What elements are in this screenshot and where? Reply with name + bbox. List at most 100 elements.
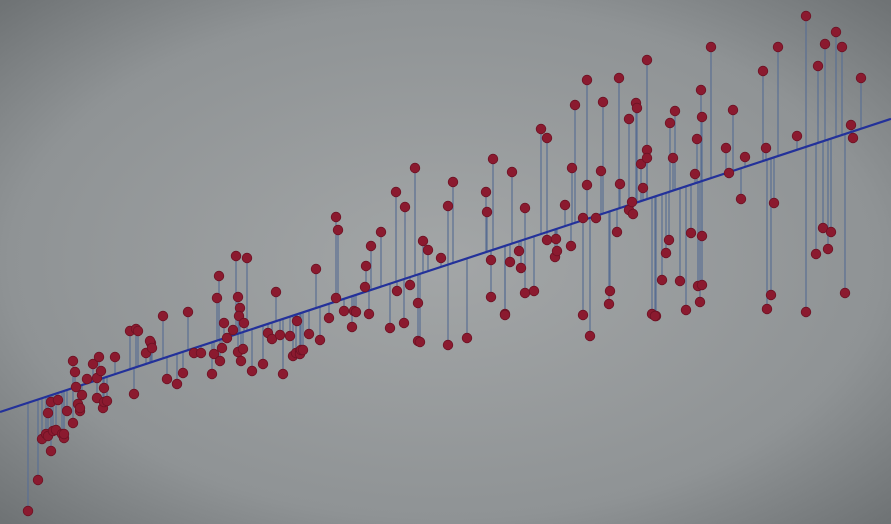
data-point: [230, 250, 242, 262]
data-point: [660, 247, 672, 259]
data-point: [171, 378, 183, 390]
data-point: [98, 382, 110, 394]
data-point: [830, 26, 842, 38]
data-point: [705, 41, 717, 53]
data-point: [768, 197, 780, 209]
data-point: [519, 202, 531, 214]
data-point: [761, 303, 773, 315]
data-point: [69, 366, 81, 378]
data-point: [346, 321, 358, 333]
data-point: [577, 212, 589, 224]
data-point: [694, 296, 706, 308]
data-point: [87, 358, 99, 370]
data-point: [384, 322, 396, 334]
data-point: [739, 151, 751, 163]
data-point: [435, 252, 447, 264]
data-point: [398, 317, 410, 329]
data-point: [595, 165, 607, 177]
data-point: [550, 233, 562, 245]
data-point: [641, 54, 653, 66]
data-point: [417, 235, 429, 247]
data-point: [499, 309, 511, 321]
data-points: [22, 10, 867, 517]
data-point: [812, 60, 824, 72]
data-point: [238, 317, 250, 329]
data-point: [161, 373, 173, 385]
data-point: [246, 365, 258, 377]
data-point: [330, 292, 342, 304]
data-point: [208, 348, 220, 360]
data-point: [487, 153, 499, 165]
data-point: [757, 65, 769, 77]
data-point: [772, 41, 784, 53]
data-point: [581, 179, 593, 191]
data-point: [211, 292, 223, 304]
data-point: [274, 329, 286, 341]
data-point: [535, 123, 547, 135]
data-point: [680, 304, 692, 316]
data-point: [390, 186, 402, 198]
data-point: [481, 206, 493, 218]
data-point: [270, 286, 282, 298]
data-point: [614, 178, 626, 190]
data-point: [845, 119, 857, 131]
data-point: [480, 186, 492, 198]
data-point: [551, 245, 563, 257]
data-point: [626, 196, 638, 208]
data-point: [513, 245, 525, 257]
data-point: [206, 368, 218, 380]
data-point: [696, 111, 708, 123]
data-point: [623, 113, 635, 125]
data-point: [146, 342, 158, 354]
data-point: [581, 74, 593, 86]
data-point: [569, 99, 581, 111]
data-point: [216, 342, 228, 354]
data-point: [791, 130, 803, 142]
data-point: [584, 330, 596, 342]
data-point: [330, 211, 342, 223]
data-point: [257, 358, 269, 370]
data-point: [70, 381, 82, 393]
data-point: [590, 212, 602, 224]
data-point: [519, 287, 531, 299]
data-point: [800, 10, 812, 22]
data-point: [836, 41, 848, 53]
data-point: [669, 105, 681, 117]
data-point: [765, 289, 777, 301]
data-point: [310, 263, 322, 275]
data-point: [241, 252, 253, 264]
data-point: [409, 162, 421, 174]
data-point: [485, 291, 497, 303]
data-point: [695, 84, 707, 96]
data-point: [350, 306, 362, 318]
data-point: [506, 166, 518, 178]
data-point: [541, 132, 553, 144]
data-point: [611, 226, 623, 238]
data-point: [412, 297, 424, 309]
data-point: [559, 199, 571, 211]
data-point: [723, 167, 735, 179]
data-point: [760, 142, 772, 154]
data-point: [45, 445, 57, 457]
data-point: [822, 243, 834, 255]
data-point: [214, 355, 226, 367]
data-point: [375, 226, 387, 238]
data-point: [182, 306, 194, 318]
data-point: [541, 234, 553, 246]
data-point: [674, 275, 686, 287]
data-point: [604, 285, 616, 297]
data-point: [627, 208, 639, 220]
data-point: [399, 201, 411, 213]
data-point: [32, 474, 44, 486]
data-point: [422, 244, 434, 256]
data-point: [603, 298, 615, 310]
data-point: [101, 395, 113, 407]
data-point: [297, 344, 309, 356]
data-point: [22, 505, 34, 517]
data-point: [74, 402, 86, 414]
data-point: [839, 287, 851, 299]
data-point: [391, 285, 403, 297]
data-point: [504, 256, 516, 268]
data-point: [235, 355, 247, 367]
